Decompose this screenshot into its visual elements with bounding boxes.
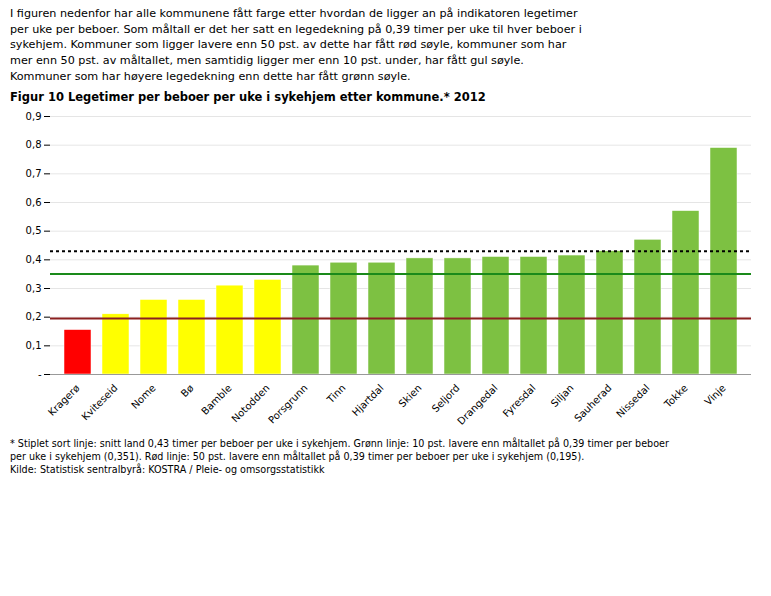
svg-text:0,1: 0,1 bbox=[26, 340, 42, 351]
html-text:I figuren nedenfor har alle ko: I figuren nedenfor har alle kommunene få… bbox=[10, 7, 578, 20]
svg-text:Nome: Nome bbox=[129, 383, 158, 412]
svg-text:Bø: Bø bbox=[179, 383, 196, 400]
html-text:per uke i sykehjem (0,351). Rø: per uke i sykehjem (0,351). Rød linje: 5… bbox=[10, 451, 585, 463]
html-text:* Stiplet sort linje: snitt la: * Stiplet sort linje: snitt land 0,43 ti… bbox=[10, 438, 669, 450]
svg-text:Hjartdal: Hjartdal bbox=[350, 383, 386, 419]
svg-text:Fyresdal: Fyresdal bbox=[501, 383, 538, 420]
html-text:Kommuner som har høyere legede: Kommuner som har høyere legedekning enn … bbox=[10, 69, 411, 83]
html-text:sykehjem. Kommuner som ligger: sykehjem. Kommuner som ligger lavere enn… bbox=[10, 38, 567, 52]
svg-text:Skien: Skien bbox=[397, 383, 424, 410]
svg-text:0,5: 0,5 bbox=[26, 226, 42, 237]
svg-text:0,9: 0,9 bbox=[26, 111, 42, 122]
svg-text:Tinn: Tinn bbox=[324, 383, 348, 407]
svg-text:0,2: 0,2 bbox=[26, 312, 42, 323]
svg-text:Nissedal: Nissedal bbox=[614, 383, 652, 421]
svg-text:Notodden: Notodden bbox=[229, 382, 272, 425]
html-text:Kilde: Statistisk sentralbyrå:: Kilde: Statistisk sentralbyrå: KOSTRA / … bbox=[10, 464, 325, 476]
svg-text:Drangedal: Drangedal bbox=[455, 383, 500, 428]
svg-text:0,8: 0,8 bbox=[26, 140, 42, 151]
html-text:Figur 10 Legetimer per beboer: Figur 10 Legetimer per beboer per uke i … bbox=[10, 90, 486, 105]
svg-text:Siljan: Siljan bbox=[549, 383, 576, 410]
svg-text:0,7: 0,7 bbox=[26, 168, 42, 179]
html-text:mer enn 50 pst. av måltallet,: mer enn 50 pst. av måltallet, men samtid… bbox=[10, 54, 524, 67]
html-text:per uke per beboer. Som måltal: per uke per beboer. Som måltall er det h… bbox=[10, 22, 582, 36]
svg-text:Vinje: Vinje bbox=[702, 383, 727, 408]
svg-text:-: - bbox=[38, 369, 42, 380]
svg-text:Sauherad: Sauherad bbox=[572, 383, 614, 425]
svg-text:0,4: 0,4 bbox=[26, 254, 42, 265]
svg-text:Tokke: Tokke bbox=[661, 383, 689, 411]
svg-text:0,6: 0,6 bbox=[26, 197, 42, 208]
svg-text:Seljord: Seljord bbox=[430, 383, 462, 415]
svg-text:Kragerø: Kragerø bbox=[46, 383, 82, 419]
svg-text:Bamble: Bamble bbox=[199, 383, 234, 418]
svg-text:Kviteseid: Kviteseid bbox=[79, 383, 119, 423]
svg-text:Porsgrunn: Porsgrunn bbox=[266, 383, 310, 427]
svg-text:0,3: 0,3 bbox=[26, 283, 42, 294]
